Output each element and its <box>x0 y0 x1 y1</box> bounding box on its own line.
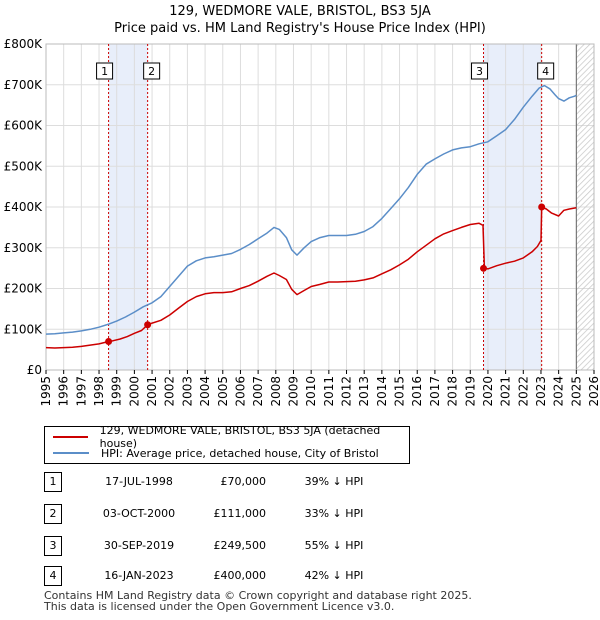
transaction-price: £249,500 <box>213 539 267 552</box>
table-row: 3 30-SEP-2019 £249,500 55% ↓ HPI <box>44 536 444 556</box>
y-tick-label: £300K <box>4 241 44 255</box>
x-tick-label: 2026 <box>587 376 600 407</box>
x-tick-label: 2003 <box>180 376 194 407</box>
y-tick-label: £600K <box>4 119 44 133</box>
legend-item-property: 129, WEDMORE VALE, BRISTOL, BS3 5JA (det… <box>53 424 409 450</box>
sale-point <box>144 321 152 329</box>
x-tick-label: 1995 <box>39 376 53 407</box>
x-tick-label: 1996 <box>57 376 71 407</box>
forecast-hatch-area <box>576 44 594 370</box>
transaction-number-badge: 2 <box>44 504 62 524</box>
sale-point <box>538 203 546 211</box>
transaction-date: 17-JUL-1998 <box>105 475 173 488</box>
transaction-date: 03-OCT-2000 <box>102 507 176 520</box>
transaction-date: 16-JAN-2023 <box>104 569 174 582</box>
x-tick-label: 2011 <box>322 376 336 407</box>
x-tick-label: 2013 <box>357 376 371 407</box>
legend-label-hpi: HPI: Average price, detached house, City… <box>101 446 379 460</box>
y-tick-label: £200K <box>4 282 44 296</box>
transaction-price: £111,000 <box>213 507 267 520</box>
legend-swatch-hpi <box>53 452 89 454</box>
legend-label-property: 129, WEDMORE VALE, BRISTOL, BS3 5JA (det… <box>99 424 381 450</box>
x-tick-label: 2001 <box>145 376 159 407</box>
x-tick-label: 2025 <box>569 376 583 407</box>
series-line <box>45 206 577 349</box>
x-tick-label: 2017 <box>428 376 442 407</box>
table-row: 1 17-JUL-1998 £70,000 39% ↓ HPI <box>44 472 444 492</box>
y-tick-label: £800K <box>4 37 44 51</box>
transaction-hpi-diff: 39% ↓ HPI <box>304 475 364 488</box>
series-line <box>45 84 577 335</box>
x-tick-label: 1997 <box>74 376 88 407</box>
x-tick-label: 1998 <box>92 376 106 407</box>
x-tick-label: 2000 <box>127 376 141 407</box>
x-tick-label: 2016 <box>410 376 424 407</box>
y-tick-label: £700K <box>4 78 44 92</box>
plot-frame <box>45 43 595 371</box>
sale-point <box>105 337 113 345</box>
x-tick-label: 2019 <box>463 376 477 407</box>
x-tick-label: 2012 <box>340 376 354 407</box>
x-tick-label: 2015 <box>393 376 407 407</box>
footer-line-1: Contains HM Land Registry data © Crown c… <box>44 589 472 602</box>
sale-marker-label: 2 <box>148 65 155 78</box>
sale-marker-label: 3 <box>476 65 483 78</box>
transaction-date: 30-SEP-2019 <box>103 539 175 552</box>
transaction-hpi-diff: 42% ↓ HPI <box>304 569 364 582</box>
x-tick-label: 2008 <box>269 376 283 407</box>
transaction-number-badge: 3 <box>44 536 62 556</box>
sale-marker-box <box>537 62 555 80</box>
footer-attribution: Contains HM Land Registry data © Crown c… <box>44 590 472 612</box>
x-tick-label: 2024 <box>552 376 566 407</box>
chart-legend: 129, WEDMORE VALE, BRISTOL, BS3 5JA (det… <box>44 424 410 464</box>
transaction-price: £400,000 <box>213 569 267 582</box>
transaction-number-badge: 1 <box>44 472 62 492</box>
x-tick-label: 2020 <box>481 376 495 407</box>
x-tick-label: 2021 <box>499 376 513 407</box>
y-tick-label: £100K <box>4 322 44 336</box>
table-row: 2 03-OCT-2000 £111,000 33% ↓ HPI <box>44 504 444 524</box>
transaction-number-badge: 4 <box>44 566 62 586</box>
footer-line-2: This data is licensed under the Open Gov… <box>44 600 395 613</box>
x-tick-label: 2010 <box>304 376 318 407</box>
legend-item-hpi: HPI: Average price, detached house, City… <box>53 445 379 461</box>
x-tick-label: 2018 <box>446 376 460 407</box>
x-tick-label: 2002 <box>163 376 177 407</box>
price-chart: 1 2 3 4 £0 £100K £200K £300K £400K £500K £600K £700… <box>4 37 600 407</box>
sale-marker-label: 1 <box>101 65 108 78</box>
legend-swatch-property <box>53 436 88 438</box>
y-tick-label: £400K <box>4 200 44 214</box>
sale-marker-box <box>471 62 489 80</box>
sale-point <box>480 264 488 272</box>
sale-marker-box <box>143 62 161 80</box>
transaction-hpi-diff: 55% ↓ HPI <box>304 539 364 552</box>
x-tick-label: 2005 <box>216 376 230 407</box>
transaction-price: £70,000 <box>220 475 267 488</box>
chart-subtitle: Price paid vs. HM Land Registry's House … <box>114 21 486 36</box>
x-tick-label: 2009 <box>286 376 300 407</box>
x-tick-label: 2023 <box>534 376 548 407</box>
table-row: 4 16-JAN-2023 £400,000 42% ↓ HPI <box>44 566 444 586</box>
y-tick-label: £500K <box>4 159 44 173</box>
x-tick-label: 1999 <box>110 376 124 407</box>
chart-title: 129, WEDMORE VALE, BRISTOL, BS3 5JA <box>169 4 431 19</box>
x-tick-label: 2004 <box>198 376 212 407</box>
x-tick-label: 2022 <box>516 376 530 407</box>
x-tick-label: 2014 <box>375 376 389 407</box>
y-tick-label: £0 <box>27 363 42 377</box>
sale-marker-label: 4 <box>542 65 549 78</box>
x-tick-label: 2007 <box>251 376 265 407</box>
sale-marker-box <box>96 62 114 80</box>
transaction-hpi-diff: 33% ↓ HPI <box>304 507 364 520</box>
x-tick-label: 2006 <box>233 376 247 407</box>
